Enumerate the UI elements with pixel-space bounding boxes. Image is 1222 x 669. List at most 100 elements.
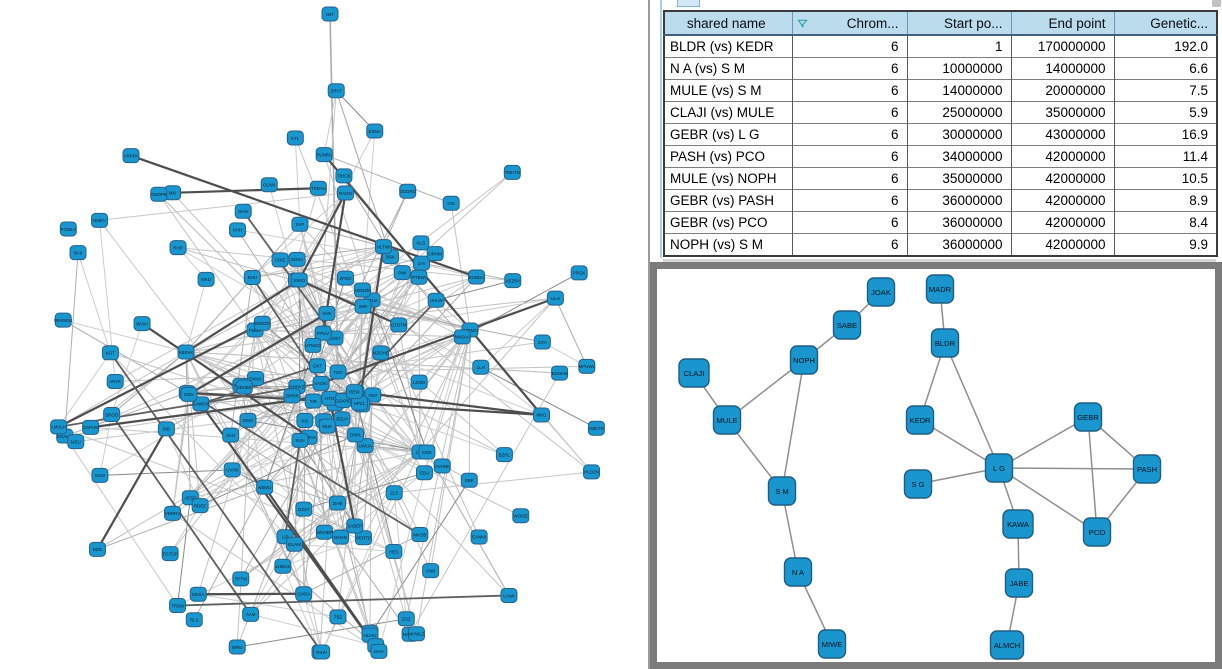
overview-node[interactable]: SBHBK (235, 379, 253, 395)
table-row[interactable]: BLDR (vs) KEDR 6 1 170000000 192.0 (664, 34, 1218, 58)
overview-node[interactable]: GTDTM (390, 317, 408, 333)
table-row[interactable]: PASH (vs) PCO 6 34000000 42000000 11.4 (664, 145, 1218, 168)
subnetwork-node-sabe[interactable]: SABE (832, 310, 862, 340)
overview-node[interactable]: VEZBV (504, 273, 522, 289)
overview-node[interactable]: GMOPE (150, 186, 168, 202)
table-row[interactable]: GEBR (vs) PCO 6 36000000 42000000 8.4 (664, 211, 1218, 234)
overview-node[interactable]: TRDM (169, 598, 187, 614)
overview-node[interactable]: TOO (329, 364, 347, 380)
overview-node[interactable]: OBKTE (587, 420, 605, 436)
overview-node[interactable]: EBWZG (253, 315, 271, 331)
table-row[interactable]: CLAJI (vs) MULE 6 25000000 35000000 5.9 (664, 101, 1218, 124)
overview-node[interactable]: GIHV (234, 203, 252, 219)
overview-node[interactable]: DWG (239, 412, 257, 428)
overview-node[interactable]: MKOB (411, 527, 429, 543)
overview-node[interactable]: SABEP (346, 518, 364, 534)
overview-node[interactable]: ZVH (533, 334, 551, 350)
overview-node[interactable]: BZLH (333, 411, 351, 427)
table-row[interactable]: NOPH (vs) S M 6 36000000 42000000 9.9 (664, 233, 1218, 256)
overview-node[interactable]: BIB (157, 421, 175, 437)
overview-node[interactable]: SVP (291, 216, 309, 232)
overview-node[interactable]: TIR (304, 393, 322, 409)
overview-node[interactable]: MZOHE (372, 345, 390, 361)
overview-node[interactable]: ZAO (222, 427, 240, 443)
overview-node[interactable]: MLM (91, 467, 109, 483)
overview-node[interactable]: RIHV (313, 644, 331, 660)
overview-node[interactable]: WNHBP (315, 524, 333, 540)
overview-node[interactable]: SUH (291, 432, 309, 448)
overview-node[interactable]: EUBDA (468, 269, 486, 285)
subnetwork-node-kedr[interactable]: KEDR (905, 405, 935, 435)
subnetwork-node-kawa[interactable]: KAWA (1002, 509, 1034, 539)
overview-node[interactable]: MEU (67, 434, 85, 450)
panel-splitter[interactable] (648, 0, 650, 669)
overview-node[interactable]: TPTW (232, 571, 250, 587)
overview-node[interactable]: ZPDO (336, 270, 354, 286)
overview-node[interactable]: VHK (318, 305, 336, 321)
overview-node[interactable]: TBZ (329, 609, 347, 625)
column-header-shared-name[interactable]: shared name (663, 10, 793, 36)
overview-node[interactable]: BDD (88, 541, 106, 557)
overview-node[interactable]: MPUWL (578, 358, 596, 374)
filter-funnel-icon[interactable] (796, 18, 808, 29)
overview-node[interactable]: OGPUW (82, 419, 100, 435)
overview-node[interactable]: BAII (69, 245, 87, 261)
overview-node[interactable]: DSN (180, 386, 198, 402)
overview-node[interactable]: ESMA (366, 123, 384, 139)
subnetwork-node-mule[interactable]: MULE (712, 405, 742, 435)
overview-node[interactable]: VNNNV (164, 505, 182, 521)
overview-node[interactable]: WMWDU (54, 312, 72, 328)
overview-node[interactable]: KTL (286, 130, 304, 146)
overview-node[interactable]: DBK (460, 472, 478, 488)
overview-node[interactable]: BSNVM (551, 365, 569, 381)
subnetwork-node-lg[interactable]: L G (984, 453, 1014, 483)
overview-node[interactable]: TIHOB (335, 168, 353, 184)
overview-node[interactable]: KBSVK (177, 344, 195, 360)
overview-node[interactable]: KSI (296, 413, 314, 429)
overview-node[interactable]: ZIHB (328, 495, 346, 511)
overview-node[interactable]: AAM (242, 606, 260, 622)
overview-node[interactable]: NNSAA (453, 329, 471, 345)
overview-node[interactable]: HLTIW (374, 239, 392, 255)
overview-node[interactable]: RLS (185, 612, 203, 628)
overview-node[interactable]: KNR (418, 444, 436, 460)
overview-node[interactable]: OVHNK (433, 458, 451, 474)
overview-node[interactable]: EUAM (286, 536, 304, 552)
overview-node[interactable]: SDNA (288, 251, 306, 267)
overview-node[interactable]: VAOKI (312, 375, 330, 391)
overview-node[interactable]: NBMU (256, 479, 274, 495)
subnetwork-node-miwe[interactable]: MIWE (817, 629, 847, 659)
overview-node[interactable]: OZST (295, 501, 313, 517)
table-left-scrollbar[interactable] (660, 0, 662, 258)
subnetwork-node-pash[interactable]: PASH (1132, 454, 1162, 484)
overview-node[interactable]: VRKPA (122, 148, 140, 164)
subnetwork-node-jabe[interactable]: JABE (1004, 568, 1034, 598)
overview-node[interactable]: TMHTB (503, 164, 521, 180)
subnetwork-node-bldr[interactable]: BLDR (930, 328, 960, 358)
overview-node[interactable]: ZIRRR (283, 388, 301, 404)
overview-node[interactable]: OIS (442, 195, 460, 211)
table-bottom-scroll-strip[interactable] (663, 259, 1216, 262)
overview-node[interactable]: IMT (321, 6, 339, 22)
overview-node[interactable]: MPEI (228, 639, 246, 655)
overview-node[interactable]: EGTOP (161, 546, 179, 562)
table-row[interactable]: N A (vs) S M 6 10000000 14000000 6.6 (664, 57, 1218, 80)
overview-node[interactable]: ORHW (426, 246, 444, 262)
subnetwork-node-joak[interactable]: JOAK (866, 277, 896, 307)
overview-node[interactable]: LHBUS (274, 558, 292, 574)
subnetwork-node-gebr[interactable]: GEBR (1073, 402, 1103, 432)
overview-node[interactable]: EANMI (470, 529, 488, 545)
overview-node[interactable]: RDEE (191, 498, 209, 514)
overview-node[interactable]: ULAI (546, 290, 564, 306)
overview-node[interactable]: GKT (309, 358, 327, 374)
table-top-tab[interactable] (677, 0, 700, 7)
overview-node[interactable]: UTNGD (304, 337, 322, 353)
overview-node[interactable]: POWLV (59, 221, 77, 237)
table-row[interactable]: MULE (vs) S M 6 14000000 20000000 7.5 (664, 79, 1218, 102)
overview-node[interactable]: PTBWI (410, 269, 428, 285)
overview-node[interactable]: SROD (103, 407, 121, 423)
overview-node[interactable]: TPEHU (309, 180, 327, 196)
overview-node[interactable]: LLH (472, 359, 490, 375)
overview-node[interactable]: GHOA (295, 586, 313, 602)
